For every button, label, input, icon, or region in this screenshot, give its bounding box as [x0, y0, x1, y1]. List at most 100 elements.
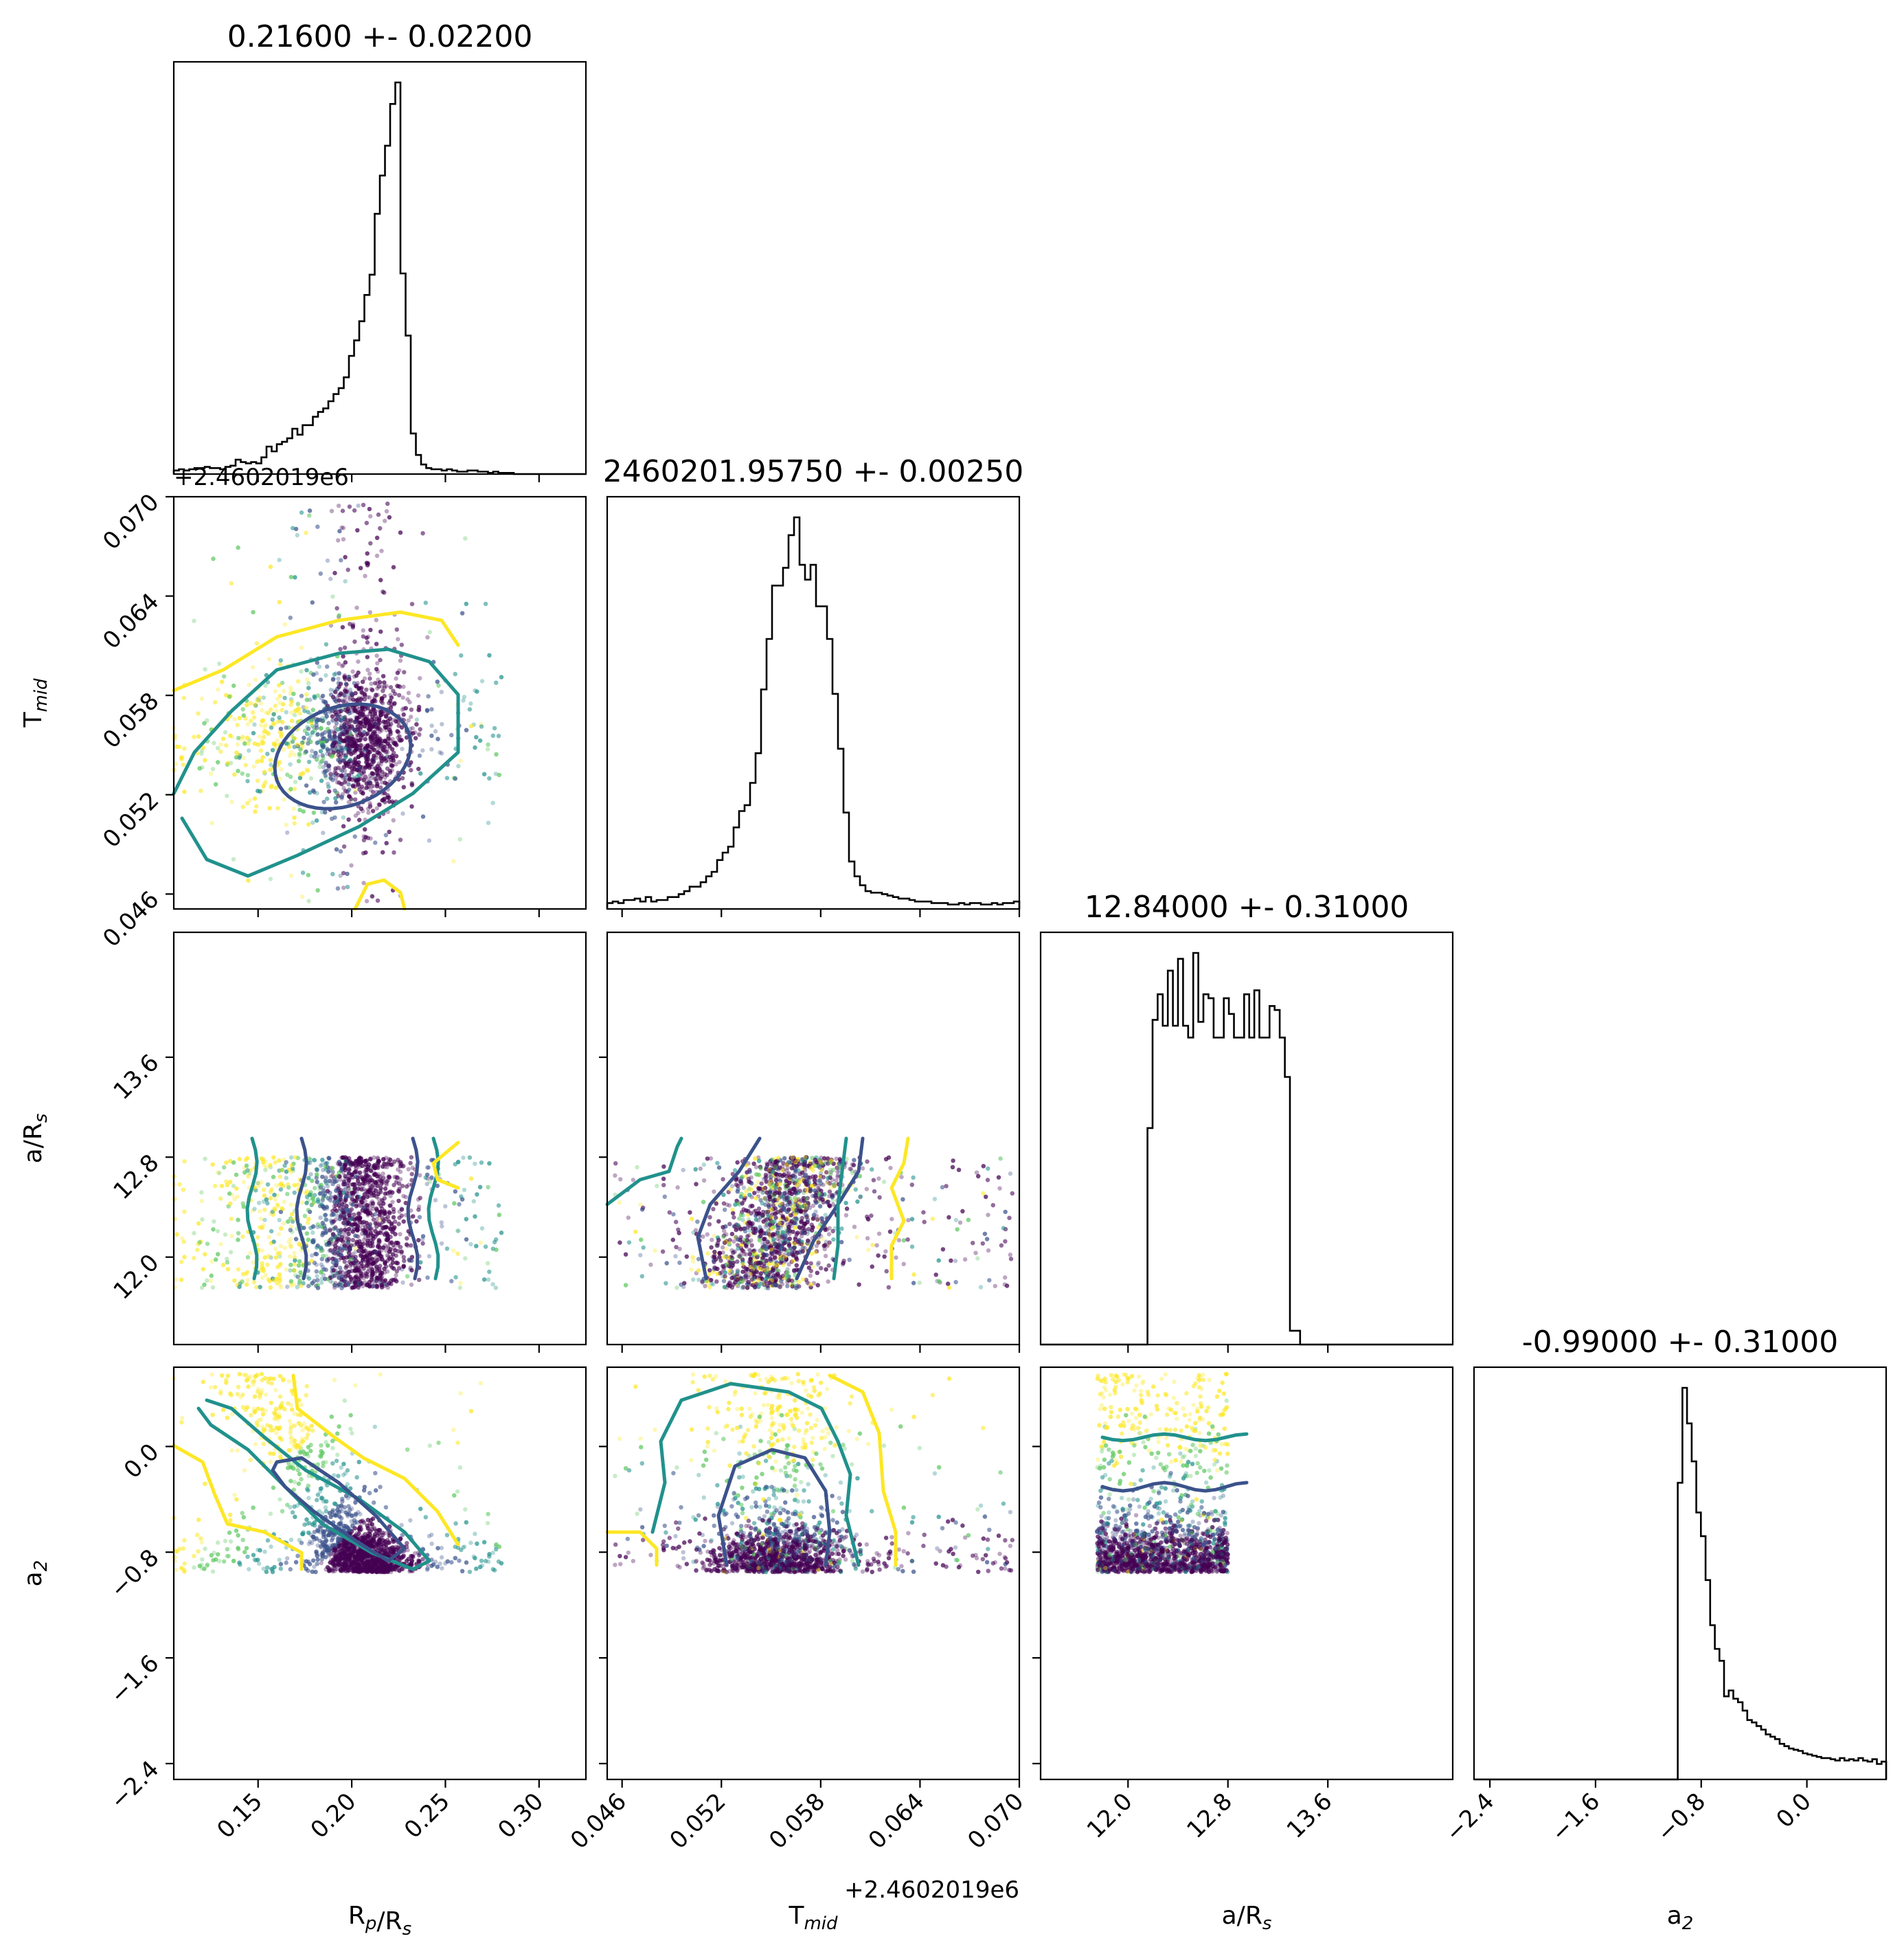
scatter-point [409, 783, 415, 787]
scatter-point [278, 658, 283, 663]
scatter-point [354, 728, 359, 732]
scatter-point [332, 788, 337, 793]
scatter-point [457, 1285, 462, 1290]
scatter-point [396, 693, 402, 697]
scatter-point [497, 772, 501, 778]
scatter-point [493, 772, 499, 776]
scatter-point [352, 639, 357, 644]
scatter-point [306, 759, 312, 765]
scatter-point [277, 718, 282, 723]
scatter-point [254, 804, 259, 809]
scatter-point [310, 1230, 315, 1235]
scatter-point [218, 742, 223, 747]
scatter-point [401, 785, 406, 789]
scatter-point [333, 796, 338, 801]
scatter-point [309, 721, 314, 726]
scatter-point [451, 1248, 456, 1253]
scatter-point [260, 718, 266, 723]
scatter-point [330, 708, 335, 714]
scatter-point [371, 707, 376, 712]
scatter-point [405, 697, 410, 702]
scatter-point [363, 827, 367, 832]
scatter-point [272, 722, 277, 727]
scatter-point [479, 1226, 485, 1231]
scatter-point [376, 750, 381, 755]
scatter-point [383, 833, 389, 838]
scatter-point [339, 558, 343, 563]
scatter-point [320, 758, 325, 764]
scatter-point [342, 673, 348, 678]
scatter-point [493, 1285, 499, 1290]
scatter-point [354, 605, 359, 610]
scatter-point [268, 564, 273, 570]
scatter-point [374, 642, 379, 647]
scatter-point [367, 728, 372, 732]
scatter-point [359, 806, 364, 811]
scatter-point [262, 769, 267, 774]
scatter-point [409, 767, 413, 773]
scatter-point [390, 737, 395, 742]
scatter-point [424, 708, 429, 712]
scatter-point [340, 692, 345, 697]
scatter-point [355, 681, 360, 686]
scatter-point [332, 772, 337, 778]
scatter-point [291, 691, 296, 697]
scatter-point [424, 708, 430, 714]
scatter-point [258, 1180, 264, 1185]
scatter-point [343, 695, 348, 700]
scatter-point [343, 578, 348, 584]
scatter-point [261, 695, 267, 700]
scatter-point [192, 1230, 196, 1236]
scatter-point [389, 767, 394, 773]
scatter-point [296, 758, 302, 764]
scatter-point [391, 818, 396, 823]
scatter-point [371, 730, 376, 735]
scatter-point [365, 807, 371, 811]
scatter-point [378, 757, 384, 763]
scatter-point [218, 1241, 223, 1247]
scatter-point [268, 877, 273, 881]
scatter-point [392, 741, 396, 745]
scatter-point [308, 776, 314, 781]
scatter-point [330, 743, 335, 748]
scatter-point [369, 776, 374, 780]
scatter-point [338, 727, 343, 732]
scatter-point [335, 765, 340, 770]
scatter-point [425, 635, 430, 640]
scatter-point [339, 718, 344, 723]
scatter-point [378, 739, 383, 744]
scatter-point [299, 693, 304, 699]
scatter-point [262, 1217, 267, 1222]
scatter-point [268, 723, 273, 729]
scatter-point [214, 782, 218, 787]
scatter-point [381, 688, 385, 693]
scatter-point [339, 781, 343, 787]
scatter-point [341, 776, 345, 781]
scatter-point [343, 720, 348, 726]
scatter-point [361, 712, 365, 717]
scatter-point [333, 766, 338, 771]
scatter-point [378, 657, 383, 662]
scatter-point [346, 735, 351, 741]
scatter-point [370, 736, 375, 741]
scatter-point [401, 1193, 406, 1199]
scatter-point [486, 820, 491, 825]
scatter-point [351, 705, 356, 710]
scatter-point [324, 763, 328, 767]
scatter-point [379, 548, 384, 554]
scatter-point [357, 787, 362, 792]
scatter-point [339, 732, 344, 737]
scatter-point [356, 711, 362, 716]
scatter-point [245, 1277, 250, 1283]
scatter-point [368, 836, 373, 841]
scatter-point [217, 661, 222, 666]
scatter-point [278, 1244, 284, 1248]
scatter-point [272, 742, 277, 747]
scatter-point [388, 730, 393, 734]
scatter-point [258, 748, 264, 753]
scatter-point [242, 739, 247, 744]
scatter-point [333, 739, 338, 745]
scatter-point [338, 849, 343, 854]
scatter-point [325, 752, 330, 756]
scatter-point [261, 734, 267, 740]
